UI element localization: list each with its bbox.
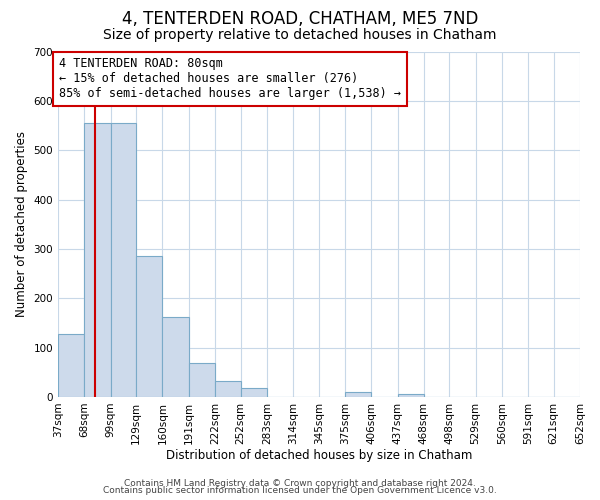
Text: 4, TENTERDEN ROAD, CHATHAM, ME5 7ND: 4, TENTERDEN ROAD, CHATHAM, ME5 7ND [122,10,478,28]
Bar [110,122,136,397]
Bar [241,388,267,397]
Bar [189,364,215,397]
Bar [85,122,110,397]
Bar [58,334,85,397]
Text: Size of property relative to detached houses in Chatham: Size of property relative to detached ho… [103,28,497,42]
Text: Contains HM Land Registry data © Crown copyright and database right 2024.: Contains HM Land Registry data © Crown c… [124,478,476,488]
Bar [345,392,371,397]
Bar [163,316,189,397]
Text: Contains public sector information licensed under the Open Government Licence v3: Contains public sector information licen… [103,486,497,495]
Bar [215,380,241,397]
Text: 4 TENTERDEN ROAD: 80sqm
← 15% of detached houses are smaller (276)
85% of semi-d: 4 TENTERDEN ROAD: 80sqm ← 15% of detache… [59,58,401,100]
Y-axis label: Number of detached properties: Number of detached properties [15,131,28,317]
X-axis label: Distribution of detached houses by size in Chatham: Distribution of detached houses by size … [166,450,472,462]
Bar [136,256,163,397]
Bar [398,394,424,397]
